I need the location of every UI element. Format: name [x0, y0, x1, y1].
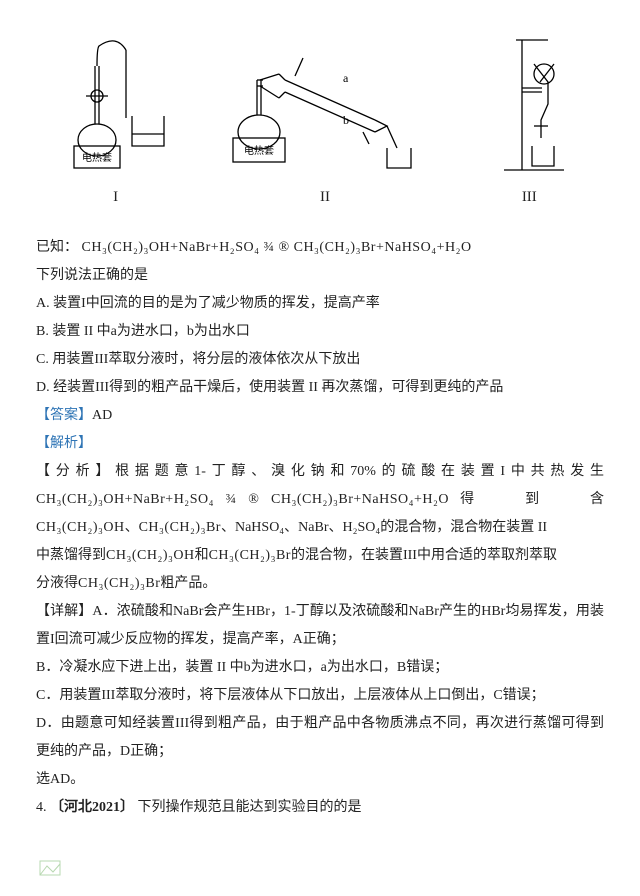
- equation-main: CH₃(CH₂)₃OH+NaBr+H₂SO₄ ¾ ® CH₃(CH₂)₃Br+N…: [82, 240, 472, 255]
- select-line: 选AD。: [36, 766, 604, 794]
- mid2: 和: [195, 548, 209, 563]
- mix1-tail: 、NaHSO₄、NaBr、H₂SO₄的混合物，混合物在装置 II: [221, 520, 547, 535]
- question-stem: 下列说法正确的是: [36, 262, 604, 290]
- analysis-label: 【解析】: [36, 430, 604, 458]
- option-b: B. 装置 II 中a为进水口，b为出水口: [36, 318, 604, 346]
- analysis-tail1: 得 到 含: [460, 492, 604, 507]
- apparatus-2: 电热套 a b II: [215, 28, 435, 212]
- mix-2a: CH₃(CH₂)₃OH: [106, 548, 195, 563]
- apparatus-label-1: I: [113, 182, 118, 212]
- port-a-label: a: [343, 71, 349, 85]
- detail-c: C．用装置III萃取分液时，将下层液体从下口放出，上层液体从上口倒出，C错误；: [36, 682, 604, 710]
- analysis-line4: 分液得CH₃(CH₂)₃Br粗产品。: [36, 570, 604, 598]
- footer-mark: [36, 857, 64, 890]
- port-b-label: b: [343, 113, 349, 127]
- line2b: 的混合物，在装置III中用合适的萃取剂萃取: [291, 548, 557, 563]
- q4-text: 下列操作规范且能达到实验目的的是: [138, 800, 362, 815]
- option-d: D. 经装置III得到的粗产品干燥后，使用装置 II 再次蒸馏，可得到更纯的产品: [36, 374, 604, 402]
- analysis-eq: CH₃(CH₂)₃OH+NaBr+H₂SO₄ ¾ ® CH₃(CH₂)₃Br+N…: [36, 492, 449, 507]
- heater-label-2: 电热套: [244, 144, 274, 157]
- question-4: 4. 〔河北2021〕 下列操作规范且能达到实验目的的是: [36, 794, 604, 822]
- analysis-line1b: CH₃(CH₂)₃OH+NaBr+H₂SO₄ ¾ ® CH₃(CH₂)₃Br+N…: [36, 486, 604, 514]
- detail-b: B．冷凝水应下进上出，装置 II 中b为进水口，a为出水口，B错误；: [36, 654, 604, 682]
- analysis-lead: 【分析】根据题意1-丁醇、溴化钠和70%的硫酸在装置I中共热发生: [36, 464, 604, 479]
- apparatus-1: 电热套 I: [56, 28, 176, 212]
- line2a: 中蒸馏得到: [36, 548, 106, 563]
- q4-number: 4.: [36, 800, 47, 815]
- answer-value: AD: [92, 408, 112, 423]
- option-a: A. 装置I中回流的目的是为了减少物质的挥发，提高产率: [36, 290, 604, 318]
- apparatus-label-2: II: [320, 182, 330, 212]
- analysis-line2: CH₃(CH₂)₃OH、CH₃(CH₂)₃Br、NaHSO₄、NaBr、H₂SO…: [36, 514, 604, 542]
- line3b: 粗产品。: [160, 576, 216, 591]
- apparatus-figures: 电热套 I 电热套 a b: [36, 28, 604, 212]
- sep1: 、: [125, 520, 139, 535]
- mix-1a: CH₃(CH₂)₃OH: [36, 520, 125, 535]
- line3a: 分液得: [36, 576, 78, 591]
- detail-d: D．由题意可知经装置III得到粗产品，由于粗产品中各物质沸点不同，再次进行蒸馏可…: [36, 710, 604, 766]
- q4-source: 〔河北2021〕: [50, 800, 134, 815]
- analysis-line1: 【分析】根据题意1-丁醇、溴化钠和70%的硫酸在装置I中共热发生: [36, 458, 604, 486]
- mix-1b: CH₃(CH₂)₃Br: [139, 520, 221, 535]
- given-label: 已知：: [36, 240, 78, 255]
- mix-3: CH₃(CH₂)₃Br: [78, 576, 160, 591]
- answer-line: 【答案】AD: [36, 402, 604, 430]
- answer-label: 【答案】: [36, 408, 92, 423]
- analysis-line3: 中蒸馏得到CH₃(CH₂)₃OH和CH₃(CH₂)₃Br的混合物，在装置III中…: [36, 542, 604, 570]
- heater-label-1: 电热套: [82, 151, 112, 164]
- detail-a: 【详解】A．浓硫酸和NaBr会产生HBr，1-丁醇以及浓硫酸和NaBr产生的HB…: [36, 598, 604, 654]
- option-c: C. 用装置III萃取分液时，将分层的液体依次从下放出: [36, 346, 604, 374]
- apparatus-3: III: [474, 28, 584, 212]
- mix-2b: CH₃(CH₂)₃Br: [209, 548, 291, 563]
- apparatus-label-3: III: [522, 182, 537, 212]
- given-line: 已知： CH₃(CH₂)₃OH+NaBr+H₂SO₄ ¾ ® CH₃(CH₂)₃…: [36, 234, 604, 262]
